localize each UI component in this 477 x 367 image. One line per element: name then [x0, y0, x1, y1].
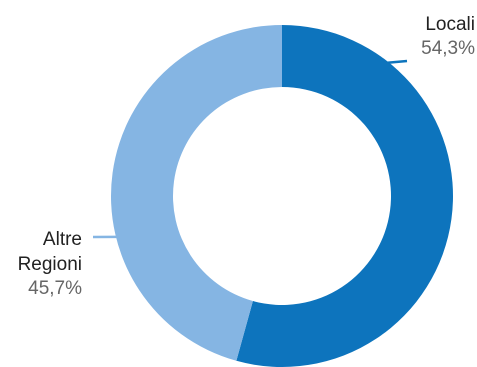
slice-value-label: 45,7% — [28, 278, 82, 299]
slice-name-label: Locali — [425, 14, 475, 35]
slice-altre-regioni — [110, 25, 282, 361]
donut-slices — [110, 25, 453, 367]
slice-labels: Locali 54,3% Altre Regioni 45,7% — [18, 14, 476, 299]
slice-value-label: 54,3% — [421, 38, 475, 59]
slice-locali — [236, 25, 453, 367]
slice-name-label: Regioni — [18, 254, 82, 275]
slice-name-label: Altre — [43, 229, 82, 250]
leader-line-locali — [385, 59, 408, 65]
